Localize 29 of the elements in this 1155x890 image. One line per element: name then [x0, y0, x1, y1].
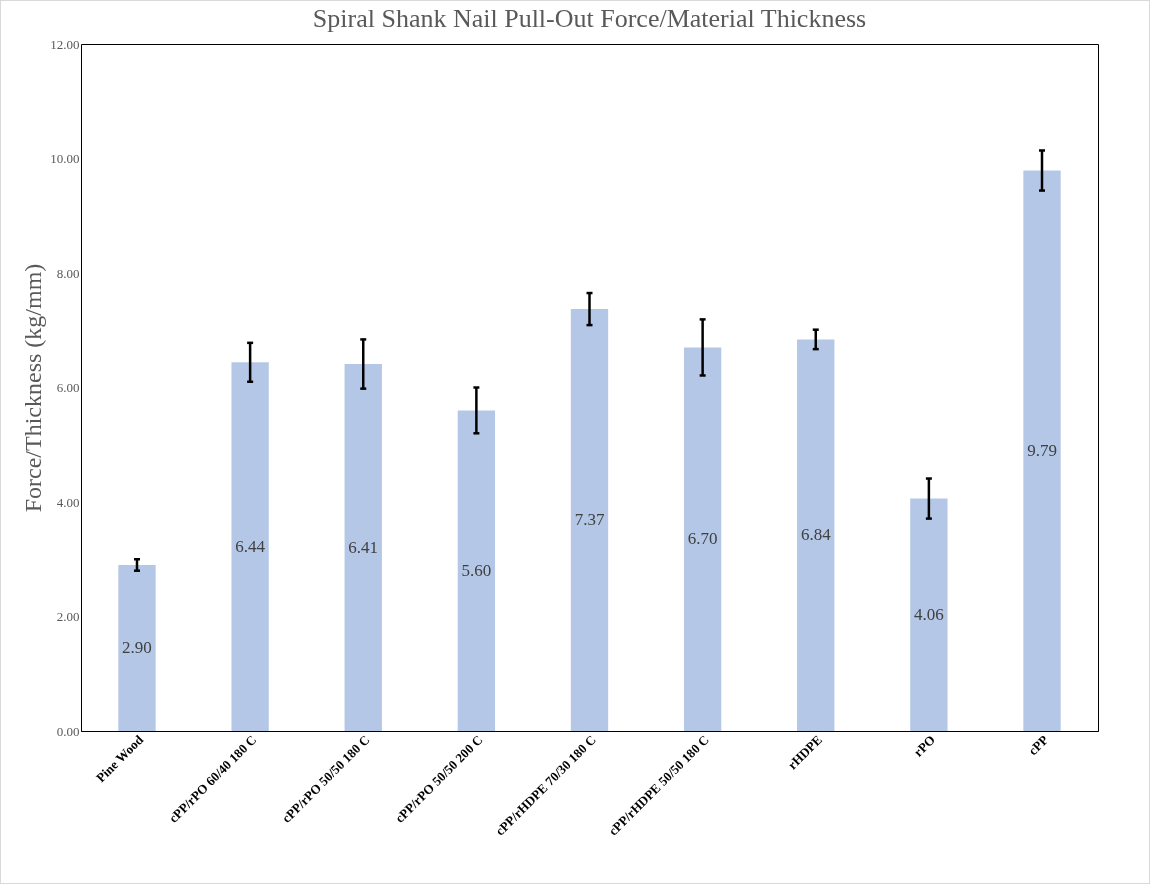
y-axis-title: Force/Thickness (kg/mm) [20, 263, 47, 513]
y-tick-label: 4.00 [56, 494, 80, 510]
bar [344, 364, 382, 731]
data-label: 7.37 [574, 510, 605, 530]
bar [118, 564, 156, 731]
data-label: 6.44 [235, 536, 266, 556]
y-tick-label: 8.00 [56, 265, 80, 281]
data-label: 9.79 [1027, 440, 1057, 460]
bar [570, 309, 609, 731]
x-tick-label: cPP [1025, 732, 1052, 759]
data-label: 6.84 [800, 525, 832, 545]
data-label: 2.90 [122, 637, 152, 657]
chart-title: Spiral Shank Nail Pull-Out Force/Material Thickness [312, 4, 867, 33]
bar [910, 498, 948, 731]
y-tick-label: 2.00 [56, 609, 80, 624]
y-tick-label: 0.00 [56, 723, 80, 739]
x-tick-label: rPO [910, 732, 939, 760]
y-tick-label: 10.00 [50, 151, 80, 166]
y-tick-label: 12.00 [50, 36, 80, 52]
bar [1023, 170, 1061, 731]
data-label: 5.60 [461, 560, 492, 580]
bar [683, 347, 722, 731]
data-label: 6.41 [348, 537, 379, 557]
bar [231, 362, 269, 731]
data-label: 4.06 [914, 604, 944, 624]
data-label: 6.70 [687, 529, 718, 549]
bar [797, 339, 835, 731]
y-tick-label: 6.00 [56, 380, 80, 395]
bar [457, 410, 496, 731]
